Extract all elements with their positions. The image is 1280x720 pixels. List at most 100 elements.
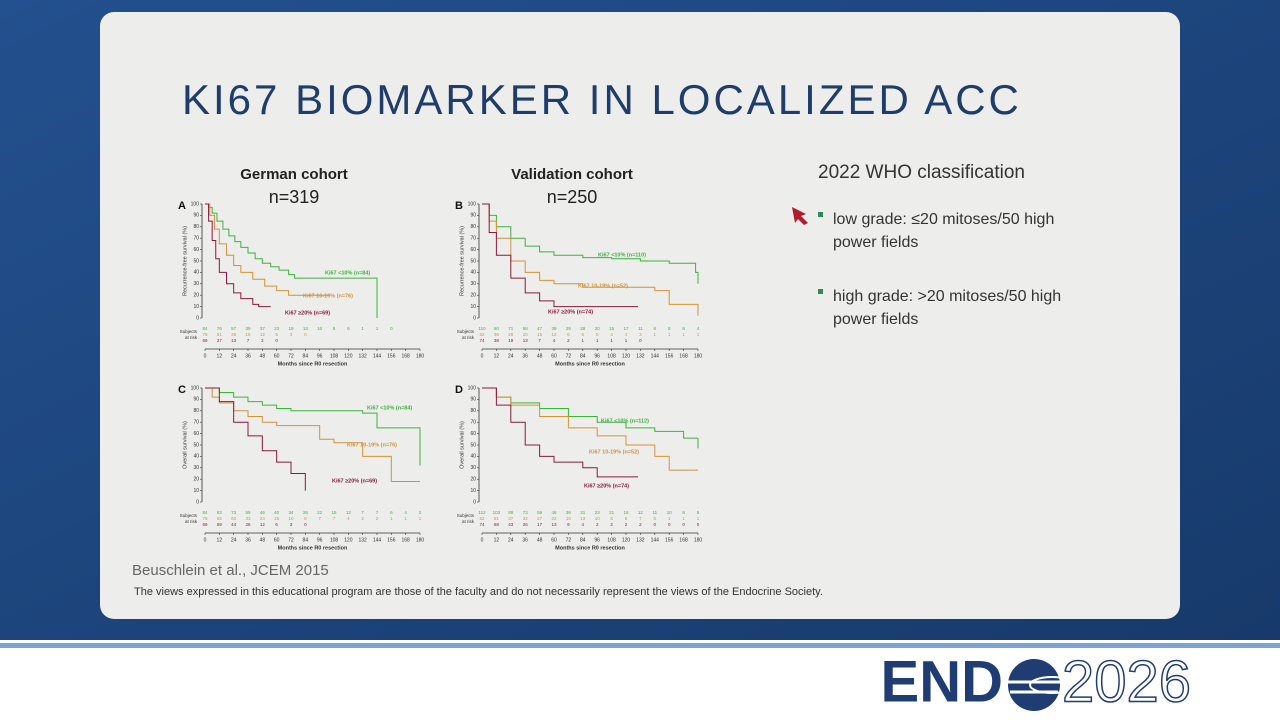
at-risk-count: 1 — [697, 516, 700, 521]
x-tick-label: 24 — [508, 353, 514, 359]
at-risk-count: 84 — [202, 510, 208, 515]
series-label: Ki67 ≥20% (n=74) — [584, 483, 629, 489]
at-risk-count: 27 — [217, 338, 223, 343]
series-label: Ki67 10-19% (n=52) — [589, 449, 639, 455]
at-risk-count: 2 — [567, 338, 570, 343]
at-risk-count: 0 — [390, 326, 393, 331]
risk-label: at risk — [185, 519, 198, 524]
at-risk-count: 57 — [231, 326, 237, 331]
survival-curve — [482, 203, 638, 308]
at-risk-count: 15 — [537, 332, 543, 337]
x-tick-label: 168 — [679, 537, 688, 543]
at-risk-count: 88 — [508, 510, 514, 515]
at-risk-count: 8 — [610, 516, 613, 521]
at-risk-count: 1 — [682, 332, 685, 337]
x-tick-label: 144 — [373, 537, 382, 543]
at-risk-count: 7 — [538, 338, 541, 343]
at-risk-count: 16 — [623, 510, 629, 515]
at-risk-count: 4 — [582, 522, 585, 527]
at-risk-count: 59 — [217, 522, 223, 527]
y-tick-label: 10 — [193, 304, 199, 310]
at-risk-count: 28 — [508, 332, 514, 337]
at-risk-count: 84 — [202, 326, 208, 331]
x-tick-label: 96 — [594, 353, 600, 359]
panel-letter: A — [178, 200, 186, 212]
at-risk-count: 13 — [551, 522, 557, 527]
at-risk-count: 36 — [494, 332, 500, 337]
y-axis-label: Recurrence-free survival (%) — [182, 226, 188, 296]
cohort-name: German cohort — [240, 166, 348, 183]
at-risk-count: 10 — [595, 516, 601, 521]
survival-curve — [205, 203, 330, 296]
series-label: Ki67 10-19% (n=76) — [347, 442, 397, 448]
at-risk-count: 52 — [479, 332, 485, 337]
survival-curve — [205, 387, 421, 466]
y-tick-label: 50 — [470, 442, 476, 448]
at-risk-count: 112 — [478, 510, 486, 515]
y-tick-label: 30 — [193, 281, 199, 287]
at-risk-count: 29 — [566, 326, 572, 331]
y-tick-label: 60 — [193, 431, 199, 437]
y-tick-label: 30 — [193, 465, 199, 471]
at-risk-count: 1 — [419, 516, 422, 521]
y-tick-label: 40 — [470, 270, 476, 276]
x-tick-label: 0 — [204, 537, 207, 543]
bullet-marker — [818, 289, 823, 294]
at-risk-count: 47 — [537, 326, 543, 331]
x-tick-label: 156 — [387, 537, 396, 543]
at-risk-count: 90 — [494, 326, 500, 331]
risk-label: Subjects — [180, 329, 198, 334]
at-risk-count: 17 — [537, 522, 543, 527]
x-tick-label: 132 — [358, 353, 367, 359]
x-tick-label: 48 — [260, 353, 266, 359]
panel-letter: B — [455, 200, 463, 212]
y-axis-label: Overall survival (%) — [459, 421, 465, 469]
x-tick-label: 180 — [416, 353, 425, 359]
x-tick-label: 84 — [303, 537, 309, 543]
y-tick-label: 90 — [193, 397, 199, 403]
at-risk-count: 4 — [553, 338, 556, 343]
at-risk-count: 15 — [274, 516, 280, 521]
y-tick-label: 20 — [193, 293, 199, 299]
x-tick-label: 108 — [330, 353, 339, 359]
at-risk-count: 6 — [347, 326, 350, 331]
at-risk-count: 71 — [508, 326, 514, 331]
at-risk-count: 76 — [202, 516, 208, 521]
y-tick-label: 70 — [470, 420, 476, 426]
at-risk-count: 13 — [303, 326, 309, 331]
x-tick-label: 120 — [622, 537, 631, 543]
logo-right: 2026 — [1062, 649, 1191, 714]
x-tick-label: 84 — [303, 353, 309, 359]
at-risk-count: 37 — [508, 516, 514, 521]
at-risk-count: 23 — [274, 326, 280, 331]
y-tick-label: 40 — [193, 270, 199, 276]
at-risk-count: 1 — [582, 338, 585, 343]
x-tick-label: 48 — [537, 537, 543, 543]
y-tick-label: 30 — [470, 281, 476, 287]
x-tick-label: 24 — [508, 537, 514, 543]
x-tick-label: 12 — [494, 353, 500, 359]
bullet-marker — [818, 212, 823, 217]
risk-label: Subjects — [457, 329, 475, 334]
at-risk-count: 5 — [596, 332, 599, 337]
risk-label: at risk — [462, 335, 475, 340]
at-risk-count: 5 — [697, 510, 700, 515]
x-tick-label: 12 — [217, 537, 223, 543]
y-tick-label: 80 — [470, 224, 476, 230]
at-risk-count: 1 — [668, 516, 671, 521]
y-tick-label: 70 — [193, 420, 199, 426]
at-risk-count: 69 — [202, 522, 208, 527]
at-risk-count: 59 — [245, 510, 251, 515]
at-risk-count: 7 — [376, 510, 379, 515]
at-risk-count: 35 — [231, 332, 237, 337]
at-risk-count: 4 — [610, 332, 613, 337]
at-risk-count: 4 — [625, 332, 628, 337]
logo-left: END — [881, 649, 1003, 714]
side-heading: 2022 WHO classification — [818, 162, 1025, 183]
at-risk-count: 38 — [494, 338, 500, 343]
x-tick-label: 24 — [231, 537, 237, 543]
at-risk-count: 39 — [551, 326, 557, 331]
at-risk-count: 69 — [202, 338, 208, 343]
y-tick-label: 60 — [470, 247, 476, 253]
